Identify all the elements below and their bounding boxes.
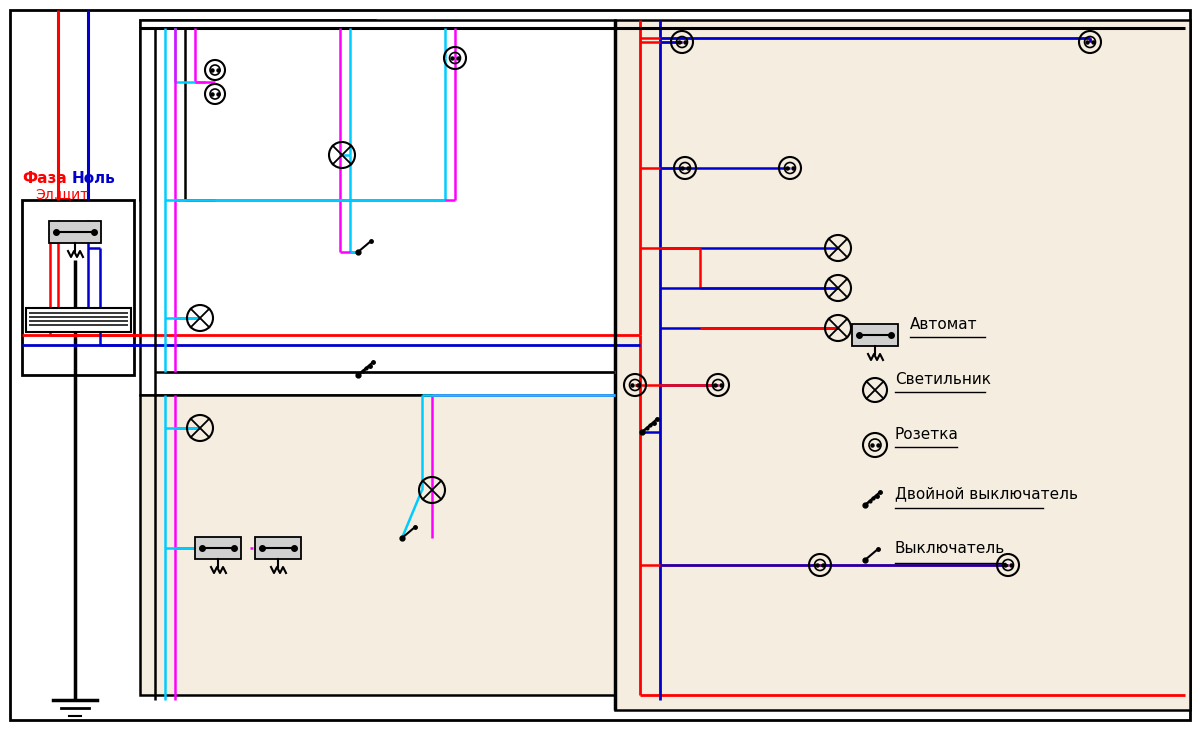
Text: Светильник: Светильник bbox=[895, 372, 991, 387]
Text: Автомат: Автомат bbox=[910, 317, 978, 332]
Bar bbox=[616, 20, 1190, 710]
Text: Двойной выключатель: Двойной выключатель bbox=[895, 486, 1078, 501]
Text: Выключатель: Выключатель bbox=[895, 541, 1006, 556]
Bar bbox=[256, 537, 301, 559]
Bar bbox=[26, 308, 131, 332]
Text: Эл.щит: Эл.щит bbox=[35, 187, 89, 201]
Text: Ноль: Ноль bbox=[72, 171, 115, 186]
Bar bbox=[49, 221, 101, 243]
Bar bbox=[194, 537, 241, 559]
Text: Розетка: Розетка bbox=[895, 427, 959, 442]
Text: Фаза: Фаза bbox=[22, 171, 67, 186]
Bar bbox=[852, 324, 898, 346]
Bar bbox=[140, 20, 616, 395]
Bar bbox=[22, 200, 134, 375]
Bar bbox=[140, 395, 616, 695]
Bar bbox=[140, 20, 374, 200]
